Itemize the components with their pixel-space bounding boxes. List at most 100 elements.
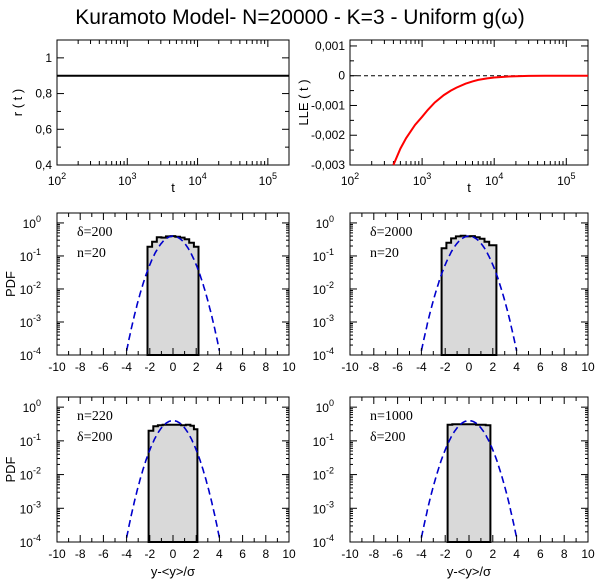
x-tick-label: 104 xyxy=(188,171,206,188)
histogram-bars xyxy=(146,235,200,356)
y-tick-label-exp: -3 xyxy=(326,499,334,509)
y-axis-label: PDF xyxy=(3,271,18,297)
x-tick-label: 103 xyxy=(118,171,136,188)
x-tick-label: 4 xyxy=(513,547,520,561)
y-tick-label-base: 10 xyxy=(316,401,330,415)
x-tick-label: 2 xyxy=(489,547,496,561)
panel-annotation: δ=200 xyxy=(370,430,406,445)
x-tick-label: 102 xyxy=(341,171,359,188)
y-tick-label-exp: 0 xyxy=(36,398,41,408)
y-tick-label: -0,003 xyxy=(311,158,345,172)
y-tick-label-exp: 0 xyxy=(329,214,334,224)
y-tick-label: 100 xyxy=(23,398,41,415)
panel-annotation: n=220 xyxy=(77,409,113,424)
pdf_panel_2: -10 -8 -6 -4 -2 0 2 4 6 8 1010-410-310-210-1100δ=2… xyxy=(313,212,595,374)
plot-frame-0 xyxy=(56,39,290,166)
x-tick-label-base: 10 xyxy=(48,174,62,188)
y-tick-label: 10-3 xyxy=(313,313,334,330)
x-tick-label: 104 xyxy=(485,171,503,188)
x-tick-label: 10 xyxy=(282,547,296,561)
x-tick-label: 2 xyxy=(193,360,200,374)
y-tick-label-exp: 0 xyxy=(329,398,334,408)
y-tick-label: 0,6 xyxy=(35,122,52,136)
lle_panel: 102 103 104 105-0,003-0,002-0,00100,001tLLE… xyxy=(296,39,589,195)
figure-title: Kuramoto Model- N=20000 - K=3 - Uniform … xyxy=(75,6,524,29)
x-tick-label: -8 xyxy=(75,547,86,561)
x-tick-label: -4 xyxy=(416,547,427,561)
panel-annotation: n=1000 xyxy=(370,409,413,424)
y-tick-label-exp: -4 xyxy=(326,533,334,543)
x-tick-label: 0 xyxy=(170,547,177,561)
y-axis-label: LLE ( t ) xyxy=(296,79,311,125)
x-tick-label-exp: 4 xyxy=(498,171,503,181)
y-tick-label-exp: -1 xyxy=(326,247,334,257)
x-tick-label-exp: 2 xyxy=(354,171,359,181)
x-tick-label: -8 xyxy=(368,360,379,374)
histogram-bars xyxy=(440,234,498,356)
y-tick-label-base: 10 xyxy=(313,316,327,330)
x-tick-label: 10 xyxy=(282,360,296,374)
panel-annotation: n=20 xyxy=(77,246,106,261)
x-tick-label: -10 xyxy=(341,360,359,374)
x-tick-label-exp: 2 xyxy=(61,171,66,181)
y-tick-label-base: 10 xyxy=(313,250,327,264)
x-tick-label: -2 xyxy=(144,547,155,561)
x-tick-label-base: 10 xyxy=(259,174,273,188)
y-tick-label: 10-4 xyxy=(20,533,41,550)
x-tick-label: 103 xyxy=(413,171,431,188)
x-tick-label: -4 xyxy=(121,547,132,561)
y-tick-label-exp: -3 xyxy=(33,499,41,509)
histogram-bars xyxy=(147,423,199,543)
panel-annotation: n=20 xyxy=(370,246,399,261)
y-tick-label: 10-3 xyxy=(20,499,41,516)
y-tick-label-base: 10 xyxy=(20,435,34,449)
gaussian-curve xyxy=(420,419,518,538)
y-tick-label-base: 10 xyxy=(316,217,330,231)
x-tick-label: 0 xyxy=(466,547,473,561)
x-tick-label: -8 xyxy=(75,360,86,374)
x-tick-label: 102 xyxy=(48,171,66,188)
x-tick-label: 8 xyxy=(561,360,568,374)
x-tick-label: 105 xyxy=(259,171,277,188)
pdf_panel_4: -10 -8 -6 -4 -2 0 2 4 6 8 1010-410-310-210-1100n=1… xyxy=(313,396,595,579)
gaussian-curve xyxy=(420,235,518,351)
y-tick-label: 10-2 xyxy=(313,466,334,483)
y-tick-label: 10-2 xyxy=(20,280,41,297)
x-tick-label: 0 xyxy=(466,360,473,374)
y-tick-label-exp: -2 xyxy=(33,466,41,476)
y-tick-label: 10-1 xyxy=(20,432,41,449)
x-tick-label: -6 xyxy=(98,360,109,374)
y-tick-label-base: 10 xyxy=(20,349,34,363)
panel-annotation: δ=200 xyxy=(77,430,113,445)
y-tick-label: 0 xyxy=(338,69,345,83)
y-tick-label: 10-4 xyxy=(313,346,334,363)
y-tick-label-exp: -4 xyxy=(33,346,41,356)
x-tick-label: 6 xyxy=(537,547,544,561)
x-axis-label: t xyxy=(171,180,175,195)
gaussian-curve xyxy=(125,235,221,351)
y-tick-label: 10-1 xyxy=(313,432,334,449)
y-axis-label: r ( t ) xyxy=(10,89,25,116)
x-tick-label: 8 xyxy=(262,360,269,374)
y-tick-label-exp: -2 xyxy=(326,280,334,290)
y-tick-label: 100 xyxy=(316,214,334,231)
y-tick-label-exp: -1 xyxy=(326,432,334,442)
x-tick-label-base: 10 xyxy=(557,174,571,188)
y-tick-label-base: 10 xyxy=(20,283,34,297)
x-tick-label: 2 xyxy=(489,360,496,374)
x-tick-label: -2 xyxy=(144,360,155,374)
x-tick-label: 4 xyxy=(216,360,223,374)
x-tick-label-base: 10 xyxy=(188,174,202,188)
y-tick-label-exp: -3 xyxy=(33,313,41,323)
x-tick-label: -8 xyxy=(368,547,379,561)
x-tick-label: -10 xyxy=(48,547,66,561)
x-tick-label-base: 10 xyxy=(118,174,132,188)
y-tick-label-exp: -2 xyxy=(33,280,41,290)
y-tick-label: 10-3 xyxy=(313,499,334,516)
y-tick-label-base: 10 xyxy=(313,435,327,449)
y-tick-label-exp: -2 xyxy=(326,466,334,476)
y-tick-label-base: 10 xyxy=(23,217,37,231)
histogram-bars xyxy=(446,423,492,543)
x-tick-label: 6 xyxy=(239,360,246,374)
x-tick-label: 4 xyxy=(216,547,223,561)
